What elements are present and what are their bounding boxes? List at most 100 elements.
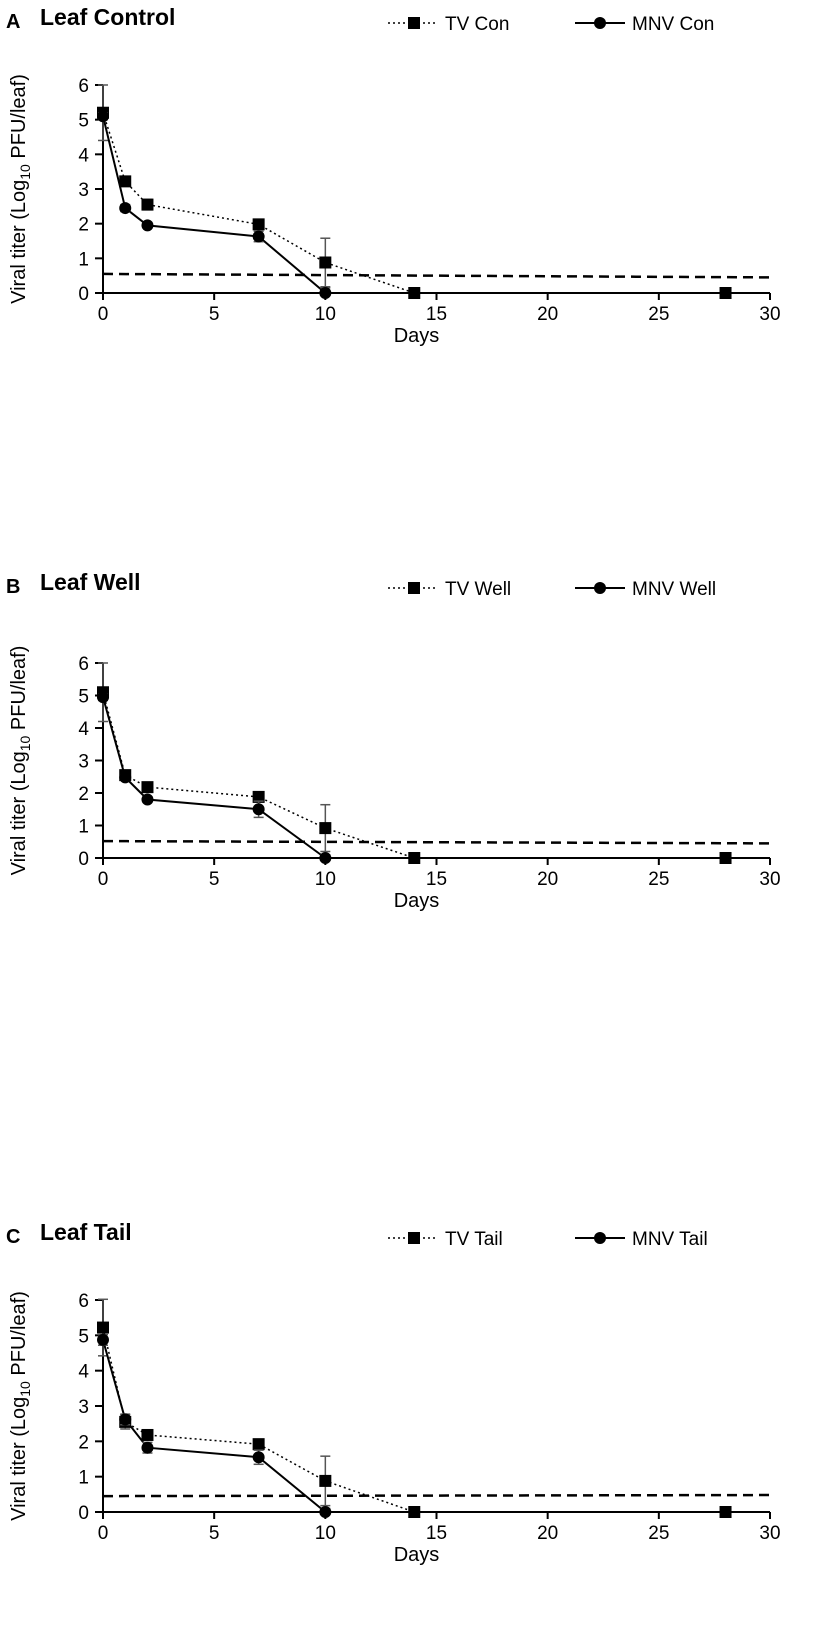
x-tick-label: 0	[98, 1523, 109, 1544]
y-tick-label: 5	[78, 687, 89, 708]
panel-title: Leaf Control	[40, 4, 175, 30]
legend-item: TV Well	[388, 579, 511, 600]
data-point-square	[252, 790, 265, 803]
y-tick-label: 3	[78, 180, 89, 201]
y-axis-label-part: 10	[17, 1381, 33, 1397]
y-tick-label: 4	[78, 1362, 89, 1383]
legend-label: TV Well	[445, 579, 511, 600]
x-axis-label: Days	[394, 1544, 440, 1566]
y-axis-label-part: PFU/leaf)	[8, 646, 30, 736]
panel-letter: A	[6, 11, 20, 33]
panel-b: B Leaf Well TV Well MNV Well 0 1 2 3 4 5 6 0 5 10 15 20…	[6, 569, 781, 912]
y-axis-label: Viral titer (Log10 PFU/leaf)	[8, 1291, 33, 1521]
y-axis-label-part: PFU/leaf)	[8, 74, 30, 164]
data-point-square	[119, 175, 132, 188]
y-tick-label: 6	[78, 1291, 89, 1312]
x-tick-label: 20	[537, 304, 558, 325]
data-point-circle	[119, 771, 132, 784]
data-point-circle	[97, 691, 109, 704]
series-line	[102, 692, 726, 859]
legend-item: MNV Well	[575, 579, 716, 600]
y-tick-label: 3	[78, 1397, 89, 1418]
y-tick-label: 4	[78, 145, 89, 166]
series-mnv-con	[97, 110, 332, 299]
x-tick-label: 25	[648, 1523, 669, 1544]
detection-limit-line	[102, 839, 771, 845]
data-point-square	[408, 287, 421, 299]
data-point-circle	[252, 803, 265, 816]
data-point-circle	[97, 1333, 109, 1346]
y-axis-label-part: Viral titer (Log	[8, 1397, 30, 1521]
detection-limit-line	[102, 272, 771, 279]
panel-title: Leaf Well	[40, 569, 141, 595]
data-point-square	[252, 218, 265, 231]
y-axis-label-part: 10	[17, 164, 33, 180]
legend-item: MNV Tail	[575, 1229, 708, 1250]
data-point-square	[408, 852, 421, 864]
detection-limit-line	[102, 1493, 771, 1498]
y-axis-label-part: PFU/leaf)	[8, 1291, 30, 1381]
series-line	[102, 1339, 326, 1513]
y-axis-label: Viral titer (Log10 PFU/leaf)	[8, 646, 33, 876]
legend-item: MNV Con	[575, 14, 714, 35]
y-axis-label-part: 10	[17, 735, 33, 751]
x-tick-label: 15	[426, 1523, 447, 1544]
legend-circle-marker	[594, 1232, 606, 1244]
x-tick-label: 25	[648, 304, 669, 325]
legend-item: TV Con	[388, 14, 509, 35]
series-line	[102, 696, 326, 859]
x-tick-label: 20	[537, 1523, 558, 1544]
data-point-circle	[141, 793, 154, 806]
legend-item: TV Tail	[388, 1229, 503, 1250]
y-axis-label-part: Viral titer (Log	[8, 180, 30, 304]
data-point-square	[719, 287, 732, 299]
x-tick-label: 0	[98, 869, 109, 890]
data-point-circle	[141, 219, 154, 232]
series-tv-well	[97, 662, 732, 864]
data-point-circle	[319, 287, 332, 299]
legend-label: TV Con	[445, 14, 509, 35]
y-tick-label: 3	[78, 752, 89, 773]
panel-a: A Leaf Control TV Con MNV Con 0 1 2 3 4 5 6 0 5 10 15 2…	[6, 4, 781, 347]
x-tick-label: 15	[426, 304, 447, 325]
x-tick-label: 15	[426, 869, 447, 890]
y-tick-label: 0	[78, 849, 89, 870]
series-line	[102, 112, 726, 294]
x-axis-label: Days	[394, 890, 440, 912]
series-mnv-tail	[97, 1333, 332, 1518]
data-point-circle	[319, 852, 332, 864]
x-tick-label: 30	[759, 304, 780, 325]
panel-letter: B	[6, 576, 20, 598]
data-point-square	[141, 1428, 154, 1441]
y-axis-label-part: Viral titer (Log	[8, 751, 30, 875]
legend-circle-marker	[594, 582, 606, 594]
y-tick-label: 5	[78, 111, 89, 132]
data-point-circle	[119, 1413, 132, 1426]
data-point-circle	[252, 230, 265, 243]
y-tick-label: 0	[78, 284, 89, 305]
data-point-square	[719, 1506, 732, 1518]
x-tick-label: 30	[759, 869, 780, 890]
x-tick-label: 10	[315, 304, 336, 325]
legend-square-marker	[408, 17, 420, 29]
data-point-square	[319, 822, 332, 835]
x-tick-label: 30	[759, 1523, 780, 1544]
x-tick-label: 10	[315, 869, 336, 890]
series-line	[102, 115, 326, 294]
panel-letter: C	[6, 1226, 20, 1248]
legend-circle-marker	[594, 17, 606, 29]
legend-label: TV Tail	[445, 1229, 503, 1250]
data-point-square	[97, 1321, 109, 1334]
x-tick-label: 5	[209, 869, 220, 890]
y-tick-label: 2	[78, 784, 89, 805]
y-axis-label: Viral titer (Log10 PFU/leaf)	[8, 74, 33, 304]
x-tick-label: 25	[648, 869, 669, 890]
y-tick-label: 1	[78, 249, 89, 270]
data-point-square	[141, 198, 154, 211]
y-tick-label: 6	[78, 654, 89, 675]
legend-square-marker	[408, 1232, 420, 1244]
data-point-square	[319, 256, 332, 269]
y-tick-label: 0	[78, 1503, 89, 1524]
series-line	[102, 1327, 726, 1513]
